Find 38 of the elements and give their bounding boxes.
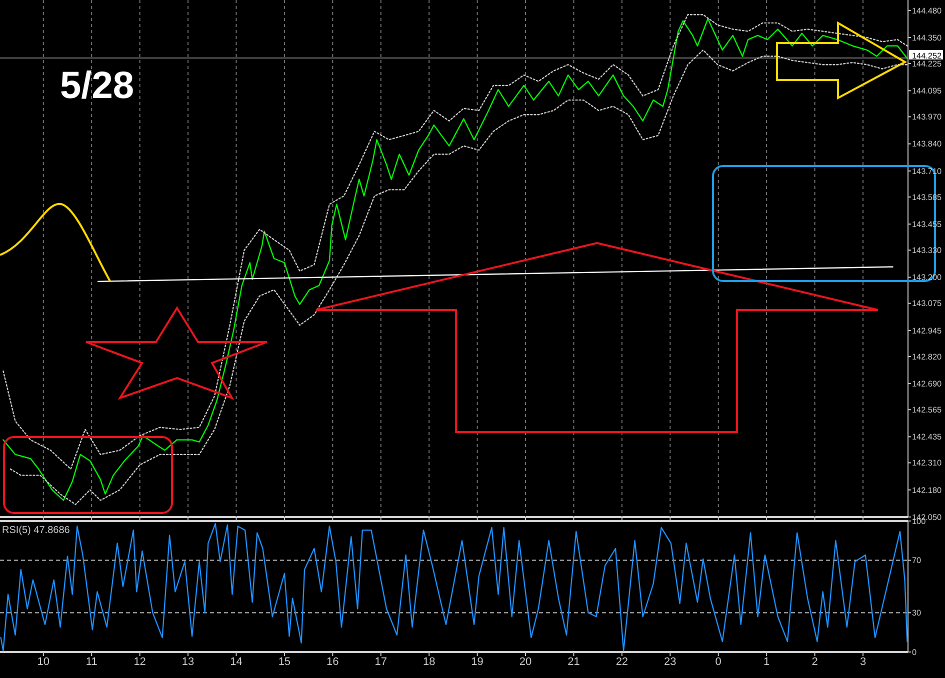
y-tick-label: 142.565 bbox=[912, 406, 942, 415]
x-tick-label: 11 bbox=[86, 656, 98, 668]
x-tick-label: 17 bbox=[374, 656, 388, 668]
y-tick-label: 142.435 bbox=[912, 432, 942, 442]
y-tick-label: 144.095 bbox=[912, 86, 942, 96]
y-tick-label: 143.970 bbox=[912, 112, 942, 122]
text: 5/28 bbox=[60, 65, 134, 107]
y-tick-label: 0 bbox=[912, 648, 917, 657]
y-tick-label: 142.310 bbox=[912, 458, 942, 468]
ref-line-label: 144.252 bbox=[912, 51, 942, 60]
x-tick-label: 22 bbox=[616, 656, 628, 668]
chart-title: RSI(5) 47.8686 bbox=[2, 525, 70, 536]
x-tick-label: 1 bbox=[764, 656, 770, 668]
y-tick-label: 142.180 bbox=[912, 486, 942, 495]
x-tick-label: 19 bbox=[471, 656, 484, 668]
y-tick-label: 143.840 bbox=[912, 140, 942, 149]
x-tick-label: 18 bbox=[422, 656, 436, 668]
x-tick-label: 10 bbox=[37, 656, 50, 668]
x-tick-label: 14 bbox=[230, 656, 242, 668]
y-tick-label: 30 bbox=[912, 608, 922, 618]
y-tick-label: 144.350 bbox=[912, 33, 942, 42]
y-tick-label: 142.945 bbox=[912, 326, 942, 336]
y-tick-label: 143.075 bbox=[912, 299, 942, 308]
y-tick-label: 142.690 bbox=[912, 379, 942, 388]
x-tick-label: 20 bbox=[519, 656, 532, 668]
x-tick-label: 21 bbox=[568, 656, 580, 668]
x-tick-label: 23 bbox=[664, 656, 676, 668]
x-tick-label: 2 bbox=[812, 656, 818, 668]
x-tick-label: 16 bbox=[326, 656, 339, 668]
x-tick-label: 12 bbox=[134, 656, 146, 668]
x-tick-label: 0 bbox=[715, 656, 722, 668]
x-tick-label: 3 bbox=[860, 656, 866, 668]
y-tick-label: 144.225 bbox=[912, 59, 942, 68]
y-tick-label: 144.480 bbox=[912, 6, 942, 16]
x-tick-label: 15 bbox=[278, 656, 291, 668]
y-tick-label: 142.820 bbox=[912, 352, 942, 362]
x-tick-label: 13 bbox=[182, 656, 194, 668]
y-tick-label: 70 bbox=[912, 556, 922, 566]
